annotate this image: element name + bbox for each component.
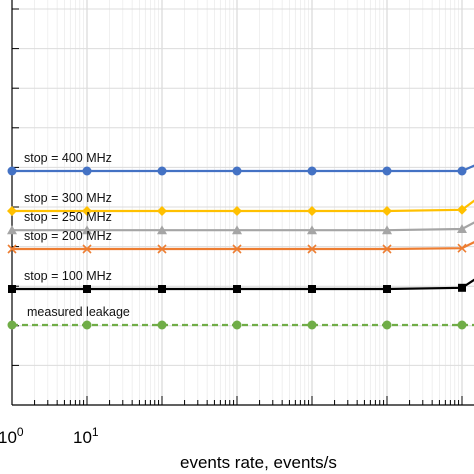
data-point	[307, 225, 317, 235]
data-point	[157, 166, 167, 176]
data-point	[382, 320, 392, 330]
x-axis-label: events rate, events/s	[180, 453, 337, 472]
data-point	[232, 166, 242, 176]
series-label: stop = 250 MHz	[24, 210, 112, 224]
series-line	[12, 221, 474, 232]
data-point	[457, 243, 467, 253]
x-tick-base: 10	[0, 428, 17, 447]
data-point	[457, 166, 467, 176]
series-line	[12, 199, 474, 213]
data-point	[232, 244, 242, 254]
data-point	[457, 320, 467, 330]
x-tick-label: 101	[73, 425, 99, 447]
grid-lines	[11, 0, 474, 406]
series-labels: stop = 400 MHz stop = 300 MHz stop = 250 M…	[24, 151, 130, 319]
data-point	[82, 320, 92, 330]
data-point	[307, 244, 317, 254]
series-line	[12, 241, 474, 251]
data-point	[83, 285, 91, 293]
data-point	[232, 320, 242, 330]
x-tick-exponent: 1	[92, 425, 99, 439]
data-point	[232, 225, 242, 235]
data-point	[157, 225, 167, 235]
data-point	[307, 206, 317, 216]
data-point	[157, 320, 167, 330]
series-group	[7, 164, 474, 330]
data-point	[157, 244, 167, 254]
data-point	[82, 206, 92, 216]
series-label: stop = 100 MHz	[24, 269, 112, 283]
data-point	[308, 285, 316, 293]
x-tick-labels: 100 101	[0, 425, 99, 447]
data-point	[232, 206, 242, 216]
data-point	[382, 225, 392, 235]
data-point	[7, 244, 17, 254]
data-point	[7, 206, 17, 216]
x-tick-base: 10	[73, 428, 92, 447]
data-point	[157, 206, 167, 216]
data-point	[457, 204, 467, 215]
data-point	[307, 320, 317, 330]
data-point	[82, 166, 92, 176]
data-point	[382, 206, 392, 216]
data-point	[82, 244, 92, 254]
data-point	[7, 225, 17, 235]
series-label: stop = 300 MHz	[24, 191, 112, 205]
data-point	[382, 166, 392, 176]
data-point	[307, 166, 317, 176]
data-point	[82, 225, 92, 235]
series-label: measured leakage	[27, 305, 130, 319]
data-point	[382, 244, 392, 254]
data-point	[158, 285, 166, 293]
data-point	[7, 320, 17, 330]
series-label: stop = 200 MHz	[24, 229, 112, 243]
series-line	[12, 278, 474, 291]
series-line	[12, 164, 474, 173]
data-point	[7, 166, 17, 176]
data-point	[8, 285, 16, 293]
x-tick-label: 100	[0, 425, 24, 447]
data-point	[458, 283, 466, 292]
x-tick-exponent: 0	[17, 425, 24, 439]
data-point	[383, 285, 391, 293]
series-label: stop = 400 MHz	[24, 151, 112, 165]
data-point	[233, 285, 241, 293]
data-point	[457, 224, 467, 233]
